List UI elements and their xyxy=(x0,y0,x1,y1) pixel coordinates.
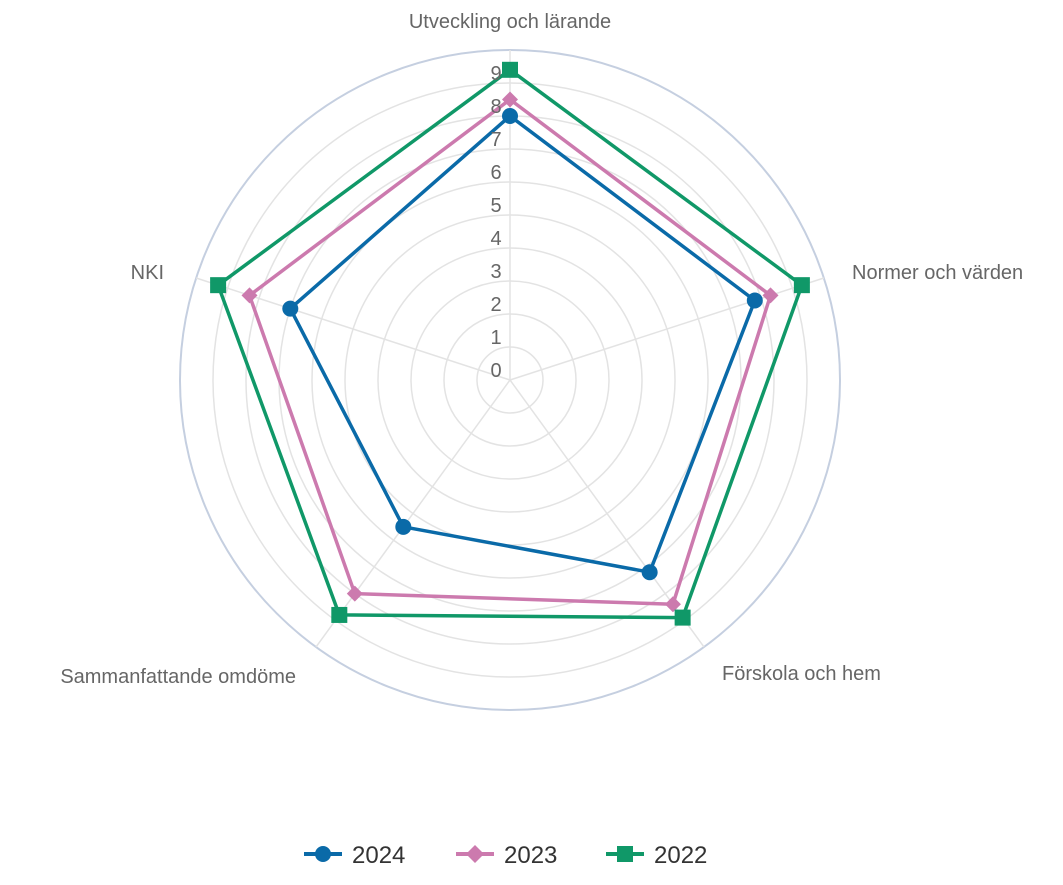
point-2023-3 xyxy=(346,585,363,602)
point-2023-1 xyxy=(762,287,779,304)
axis-label-0: Utveckling och lärande xyxy=(409,11,611,33)
point-2024-4 xyxy=(282,300,299,317)
tick-label-0: 0 xyxy=(490,360,501,382)
point-2023-4 xyxy=(241,287,258,304)
point-2024-2 xyxy=(641,564,658,581)
legend-item-2022[interactable]: 2022 xyxy=(606,842,707,869)
legend-item-2023[interactable]: 2023 xyxy=(456,842,557,869)
tick-label-6: 6 xyxy=(490,162,501,184)
axis-label-4: NKI xyxy=(131,262,164,284)
tick-label-5: 5 xyxy=(490,195,501,217)
point-2022-4 xyxy=(210,277,227,294)
chart-legend: 2024 2023 2022 xyxy=(304,842,707,869)
axis-label-2: Förskola och hem xyxy=(722,663,881,685)
spoke-3 xyxy=(315,379,511,648)
point-2023-0 xyxy=(502,91,518,108)
legend-label: 2023 xyxy=(504,842,557,869)
series-line-2024 xyxy=(288,114,757,574)
tick-label-3: 3 xyxy=(490,261,501,283)
series-2024 xyxy=(282,108,763,581)
legend-item-2024[interactable]: 2024 xyxy=(304,842,405,869)
point-2024-0 xyxy=(502,108,518,124)
legend-label: 2024 xyxy=(352,842,405,869)
point-2024-1 xyxy=(746,292,763,309)
tick-label-8: 8 xyxy=(490,96,501,118)
tick-label-1: 1 xyxy=(490,327,501,349)
series-line-2023 xyxy=(247,97,773,607)
point-2022-0 xyxy=(502,61,518,78)
point-2022-1 xyxy=(793,277,810,294)
axis-label-3: Sammanfattande omdöme xyxy=(60,666,296,688)
point-2023-2 xyxy=(664,596,681,613)
series-line-2022 xyxy=(216,68,804,620)
tick-label-4: 4 xyxy=(490,228,501,250)
radar-tick-labels: 0 1 2 3 4 5 6 7 8 9 xyxy=(490,63,501,382)
legend-marker xyxy=(466,845,484,863)
axis-label-1: Normer och värden xyxy=(852,262,1023,284)
point-2024-3 xyxy=(395,518,412,535)
point-2022-3 xyxy=(331,606,348,623)
legend-label: 2022 xyxy=(654,842,707,869)
radar-series-layer xyxy=(210,61,810,626)
radar-spokes xyxy=(195,50,825,648)
legend-marker xyxy=(617,846,633,862)
tick-label-2: 2 xyxy=(490,294,501,316)
tick-label-9: 9 xyxy=(490,63,501,85)
series-2022 xyxy=(210,61,810,626)
legend-marker xyxy=(315,846,331,862)
tick-label-7: 7 xyxy=(490,129,501,151)
point-2022-2 xyxy=(674,609,691,626)
series-2023 xyxy=(241,91,779,613)
radar-axis-labels: Utveckling och lärande Normer och värden F… xyxy=(60,11,1023,688)
